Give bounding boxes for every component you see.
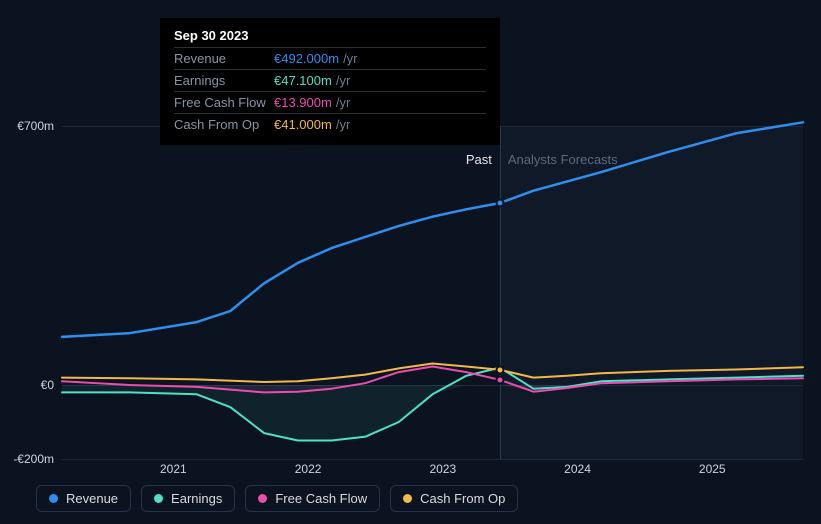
legend-dot xyxy=(258,494,267,503)
tooltip-row-label: Cash From Op xyxy=(174,117,274,132)
tooltip-row: Free Cash Flow€13.900m/yr xyxy=(174,91,486,113)
legend-dot xyxy=(154,494,163,503)
tooltip-row-label: Earnings xyxy=(174,73,274,88)
tooltip-date: Sep 30 2023 xyxy=(174,28,486,47)
legend-item[interactable]: Free Cash Flow xyxy=(245,485,380,512)
legend-item[interactable]: Cash From Op xyxy=(390,485,518,512)
x-axis-label: 2022 xyxy=(295,462,322,476)
tooltip-row-value: €47.100m xyxy=(274,73,332,88)
legend: Revenue Earnings Free Cash Flow Cash From O… xyxy=(36,485,518,512)
tooltip-row-value: €492.000m xyxy=(274,51,339,66)
x-axis: 2021 2022 2023 2024 2025 xyxy=(62,462,803,480)
series-marker xyxy=(495,198,504,207)
legend-label: Free Cash Flow xyxy=(275,491,367,506)
financials-chart: €700m€0-€200mPastAnalysts Forecasts 2021… xyxy=(18,0,803,524)
hover-tooltip: Sep 30 2023 Revenue€492.000m/yrEarnings€… xyxy=(160,18,500,145)
legend-label: Revenue xyxy=(66,491,118,506)
legend-item[interactable]: Earnings xyxy=(141,485,235,512)
y-axis-label: €0 xyxy=(41,378,54,392)
tooltip-row-value: €13.900m xyxy=(274,95,332,110)
y-axis-label: €700m xyxy=(17,119,54,133)
tooltip-row: Cash From Op€41.000m/yr xyxy=(174,113,486,135)
tooltip-row-label: Free Cash Flow xyxy=(174,95,274,110)
tooltip-row-unit: /yr xyxy=(336,117,350,132)
tooltip-row: Revenue€492.000m/yr xyxy=(174,47,486,69)
series-marker xyxy=(495,365,504,374)
tooltip-row-unit: /yr xyxy=(336,73,350,88)
legend-dot xyxy=(49,494,58,503)
gridline xyxy=(62,459,803,460)
tooltip-row: Earnings€47.100m/yr xyxy=(174,69,486,91)
legend-dot xyxy=(403,494,412,503)
x-axis-label: 2021 xyxy=(160,462,187,476)
plot-area[interactable]: €700m€0-€200mPastAnalysts Forecasts xyxy=(62,126,803,459)
tooltip-row-value: €41.000m xyxy=(274,117,332,132)
legend-label: Cash From Op xyxy=(420,491,505,506)
tooltip-row-unit: /yr xyxy=(336,95,350,110)
tooltip-row-label: Revenue xyxy=(174,51,274,66)
x-axis-label: 2023 xyxy=(429,462,456,476)
series-marker xyxy=(495,375,504,384)
x-axis-label: 2024 xyxy=(564,462,591,476)
y-axis-label: -€200m xyxy=(13,452,54,466)
tooltip-row-unit: /yr xyxy=(343,51,357,66)
legend-label: Earnings xyxy=(171,491,222,506)
x-axis-label: 2025 xyxy=(699,462,726,476)
legend-item[interactable]: Revenue xyxy=(36,485,131,512)
